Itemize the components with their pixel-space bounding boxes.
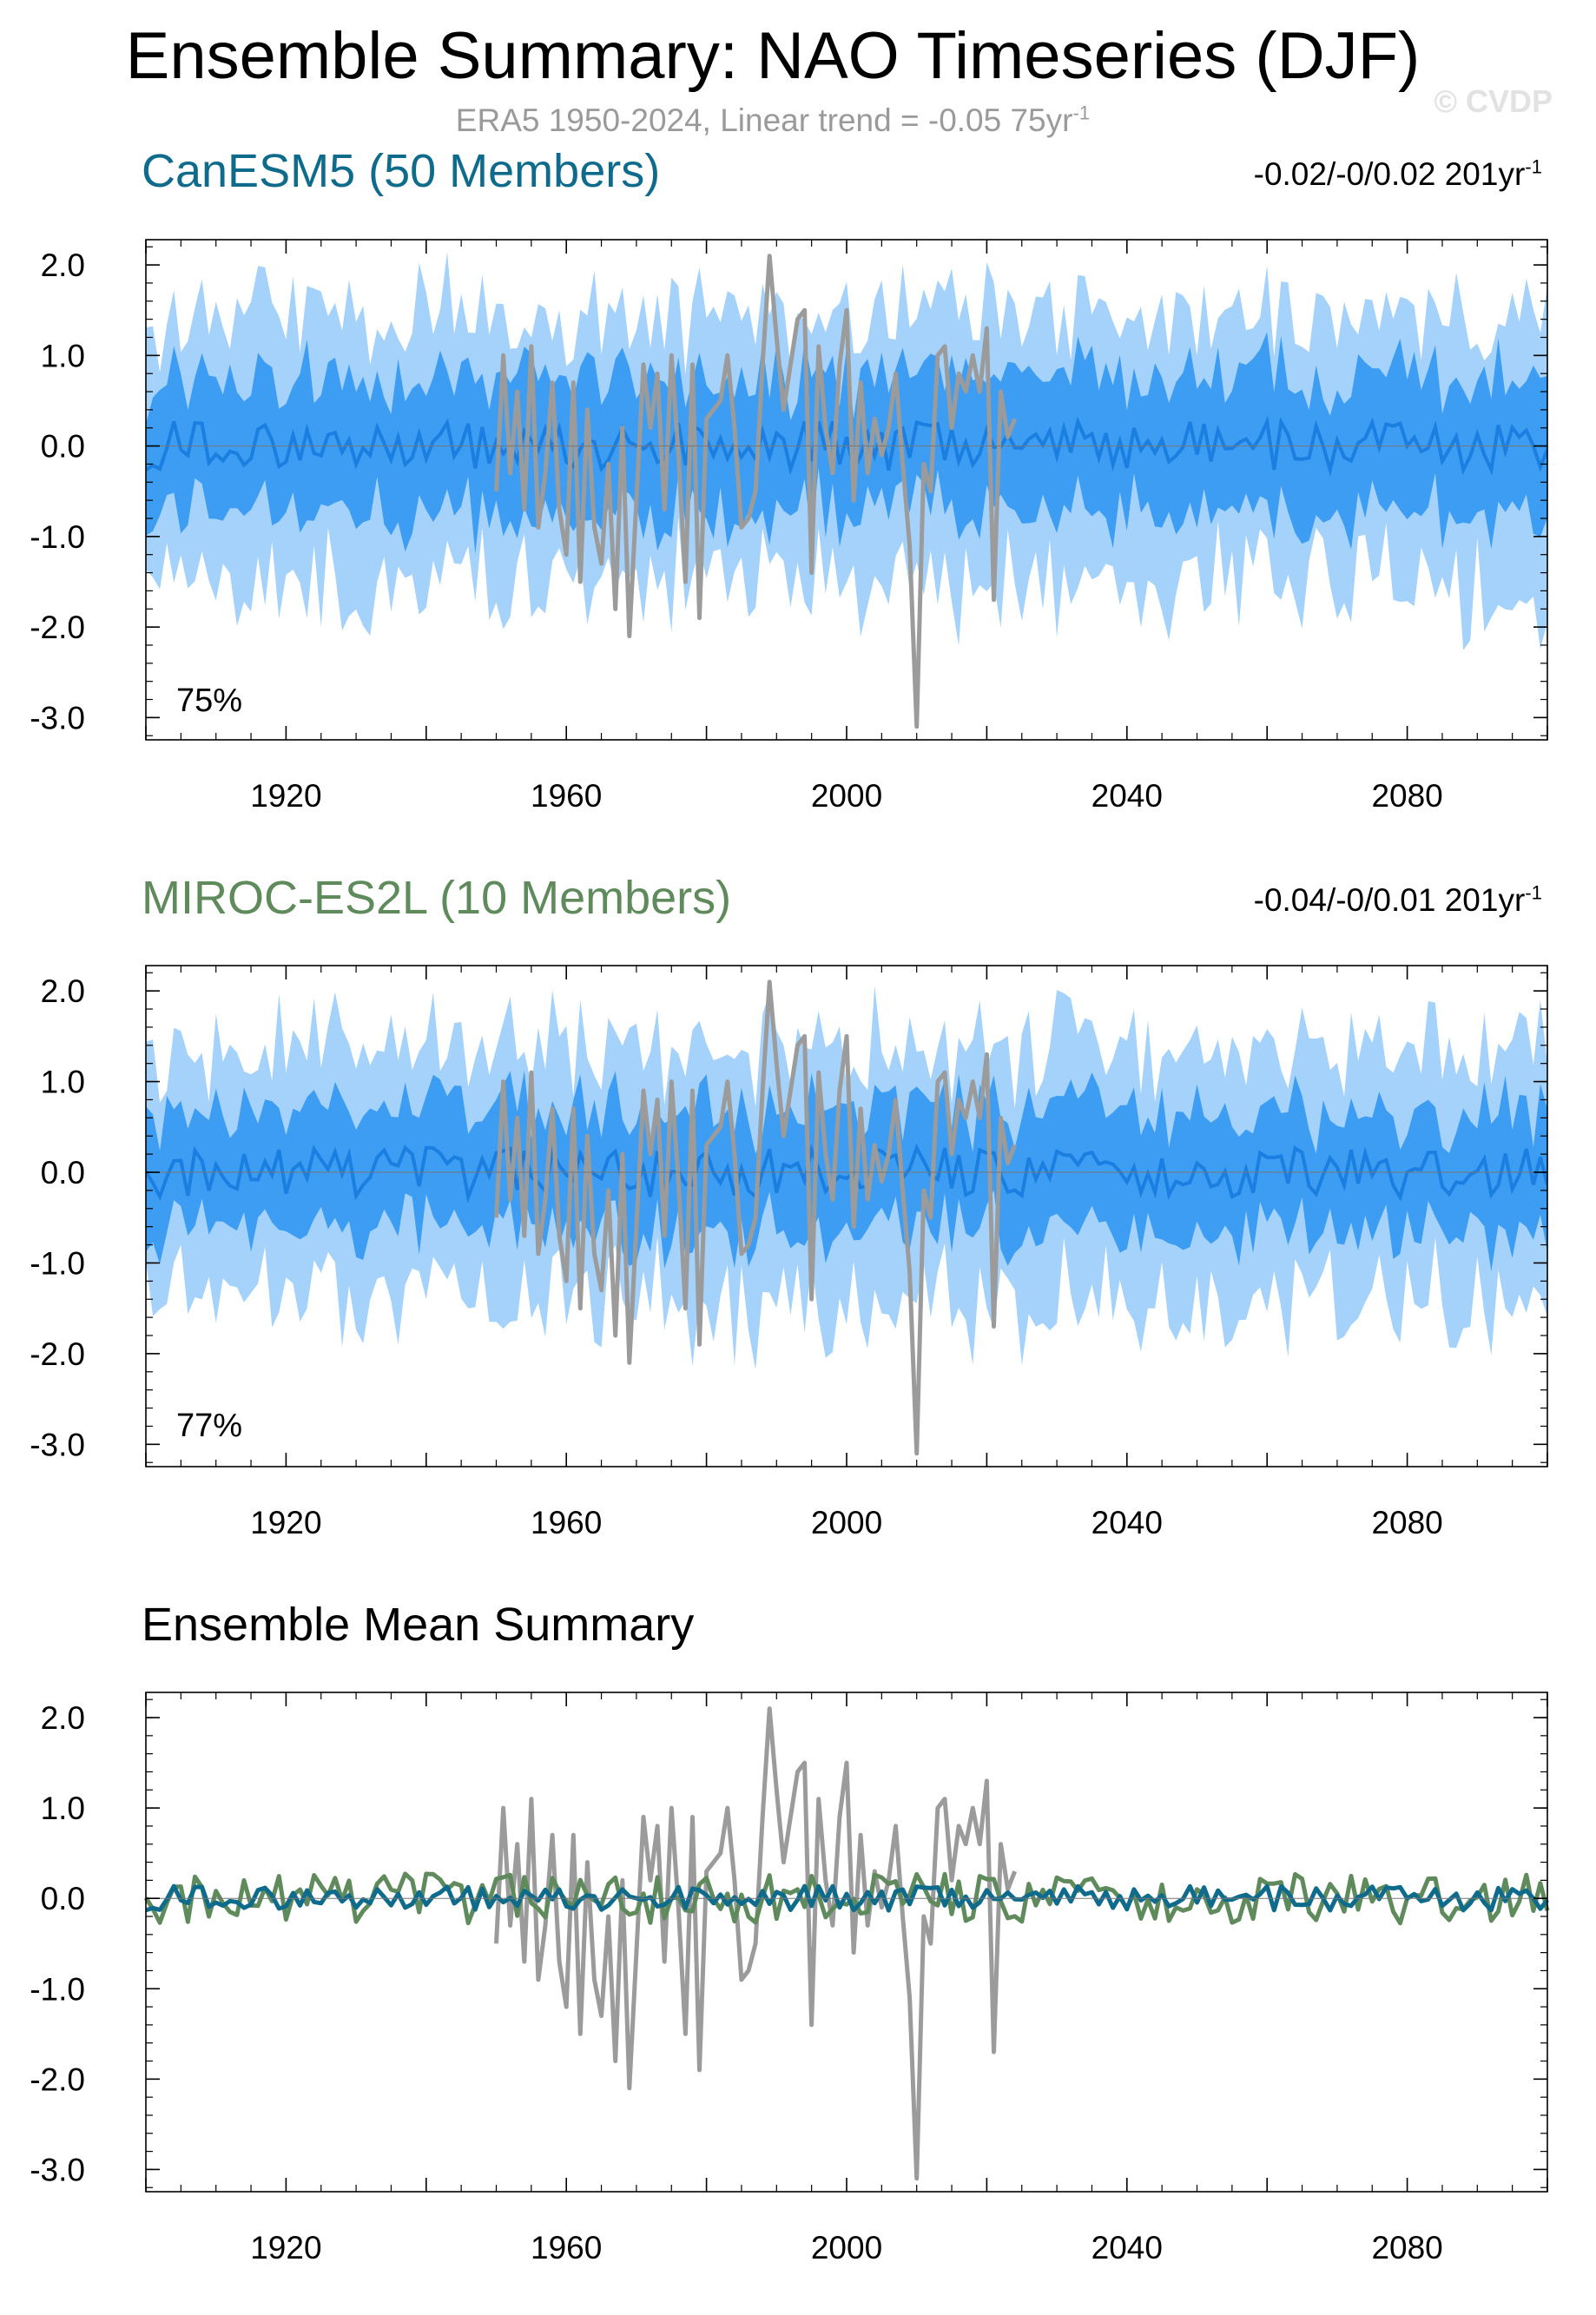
trend-text: -0.02/-0/0.02 201yr bbox=[1253, 156, 1526, 192]
panel-3-axes: 2.0 1.0 0.0 -1.0 -2.0 -3.0 1920 1960 2000 2040 208… bbox=[30, 1692, 1548, 2266]
y-tick-label: -3.0 bbox=[30, 700, 85, 735]
y-tick-label: -1.0 bbox=[30, 1245, 85, 1281]
trend-exponent: -1 bbox=[1525, 155, 1542, 178]
y-tick-label: 2.0 bbox=[41, 247, 85, 283]
y-tick-label: 0.0 bbox=[41, 1881, 85, 1916]
x-tick-label: 1960 bbox=[531, 2230, 602, 2266]
y-tick-label: 0.0 bbox=[41, 429, 85, 465]
y-tick-label: 2.0 bbox=[41, 973, 85, 1009]
y-tick-label: -1.0 bbox=[30, 519, 85, 555]
x-tick-label: 2000 bbox=[811, 778, 882, 814]
trend-text: -0.04/-0/0.01 201yr bbox=[1253, 882, 1526, 918]
y-tick-label: -2.0 bbox=[30, 2061, 85, 2097]
x-tick-label: 1920 bbox=[250, 1505, 321, 1540]
x-tick-label: 2000 bbox=[811, 1505, 882, 1540]
panel-title-canesm5: CanESM5 (50 Members) bbox=[142, 145, 661, 197]
y-tick-label: -2.0 bbox=[30, 610, 85, 645]
ensemble-mean-line bbox=[146, 1144, 1547, 1204]
trend-label-miroc: -0.04/-0/0.01 201yr-1 bbox=[1254, 882, 1542, 919]
page-title: Ensemble Summary: NAO Timeseries (DJF) bbox=[125, 19, 1421, 93]
canesm5-mean-line bbox=[145, 1883, 1549, 1913]
subtitle-exponent: -1 bbox=[1072, 102, 1091, 124]
subtitle-text: ERA5 1950-2024, Linear trend = -0.05 75y… bbox=[455, 102, 1073, 138]
spread-inner-band bbox=[146, 1070, 1547, 1272]
y-tick-label: 2.0 bbox=[41, 1700, 85, 1736]
miroc-mean-line bbox=[143, 1871, 1550, 1926]
trend-label-canesm5: -0.02/-0/0.02 201yr-1 bbox=[1254, 156, 1542, 193]
y-tick-label: -3.0 bbox=[30, 1427, 85, 1462]
cvdp-watermark: © CVDP bbox=[1434, 83, 1553, 119]
panel-1-axes: 2.0 1.0 0.0 -1.0 -2.0 -3.0 1920 1960 2000 2040 208… bbox=[30, 239, 1548, 814]
x-tick-label: 2000 bbox=[811, 2230, 882, 2266]
observations-line bbox=[494, 254, 1018, 729]
panel-title-ensemble-mean: Ensemble Mean Summary bbox=[142, 1599, 695, 1651]
panel-2-axes: 2.0 1.0 0.0 -1.0 -2.0 -3.0 1920 1960 2000 2040 208… bbox=[30, 965, 1548, 1540]
panel-title-miroc: MIROC-ES2L (10 Members) bbox=[142, 872, 732, 924]
y-tick-label: -2.0 bbox=[30, 1336, 85, 1372]
observations-line bbox=[494, 979, 1018, 1456]
x-tick-label: 1920 bbox=[250, 2230, 321, 2266]
y-tick-label: -3.0 bbox=[30, 2152, 85, 2187]
panel-3-series bbox=[143, 1706, 1550, 2181]
percent-label-miroc: 77% bbox=[176, 1408, 243, 1444]
y-tick-label: 1.0 bbox=[41, 1791, 85, 1826]
trend-exponent: -1 bbox=[1525, 881, 1542, 904]
x-tick-label: 2080 bbox=[1371, 778, 1442, 814]
x-tick-label: 1920 bbox=[250, 778, 321, 814]
y-tick-label: 0.0 bbox=[41, 1155, 85, 1190]
y-tick-label: -1.0 bbox=[30, 1971, 85, 2007]
x-tick-label: 2040 bbox=[1091, 778, 1163, 814]
panel-1-series bbox=[146, 251, 1547, 729]
y-tick-label: 1.0 bbox=[41, 338, 85, 373]
observations-line bbox=[494, 1706, 1018, 2181]
x-tick-label: 2040 bbox=[1091, 2230, 1163, 2266]
x-tick-label: 2080 bbox=[1371, 1505, 1442, 1540]
x-tick-label: 1960 bbox=[531, 778, 602, 814]
ensemble-mean-line bbox=[146, 415, 1547, 478]
percent-label-canesm5: 75% bbox=[176, 683, 243, 719]
x-tick-label: 1960 bbox=[531, 1505, 602, 1540]
x-tick-label: 2040 bbox=[1091, 1505, 1163, 1540]
observations-subtitle: ERA5 1950-2024, Linear trend = -0.05 75y… bbox=[0, 102, 1546, 139]
x-tick-label: 2080 bbox=[1371, 2230, 1442, 2266]
panel-2-series bbox=[146, 979, 1547, 1456]
y-tick-label: 1.0 bbox=[41, 1065, 85, 1100]
